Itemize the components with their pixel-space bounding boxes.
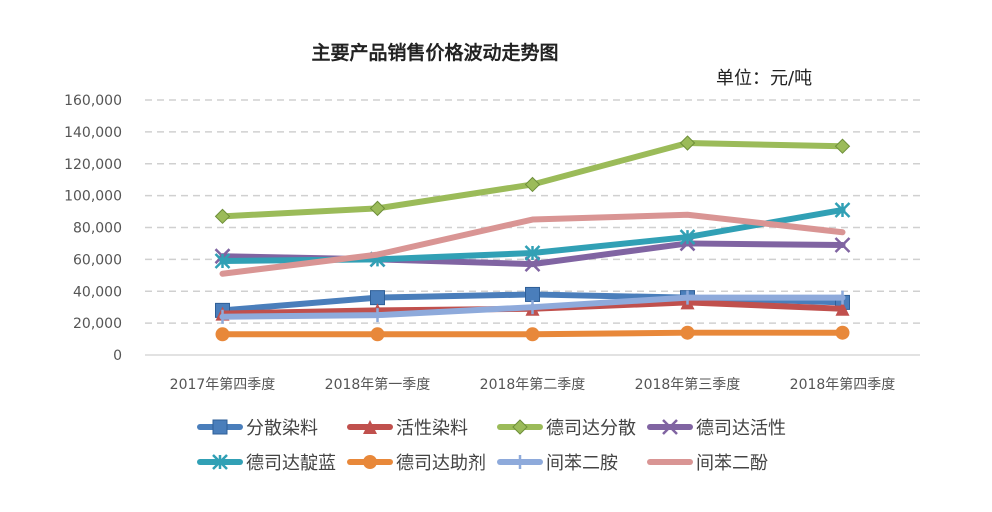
legend-label: 德司达活性 xyxy=(696,418,786,439)
data-point xyxy=(214,208,231,225)
unit-label: 单位：元/吨 xyxy=(716,68,813,89)
legend-label: 德司达助剂 xyxy=(396,453,486,474)
y-tick-label: 60,000 xyxy=(73,252,122,268)
legend-label: 德司达分散 xyxy=(546,418,636,439)
legend-marker xyxy=(363,455,377,469)
y-tick-label: 100,000 xyxy=(64,189,122,205)
x-tick-label: 2018年第二季度 xyxy=(480,376,586,393)
x-tick-label: 2018年第一季度 xyxy=(325,376,431,393)
legend-marker xyxy=(212,419,228,435)
data-point xyxy=(834,202,851,218)
legend-label: 间苯二胺 xyxy=(546,453,618,474)
data-point xyxy=(370,290,385,306)
data-point xyxy=(680,325,695,340)
x-tick-label: 2018年第四季度 xyxy=(790,376,896,393)
data-point xyxy=(369,200,386,217)
y-tick-label: 0 xyxy=(113,348,122,364)
legend-marker xyxy=(512,419,528,435)
x-tick-label: 2017年第四季度 xyxy=(170,376,276,393)
series-line-8 xyxy=(219,211,846,277)
y-tick-label: 40,000 xyxy=(73,284,122,300)
legend-marker xyxy=(662,419,678,435)
y-tick-label: 120,000 xyxy=(64,157,122,173)
legend-marker xyxy=(363,420,377,434)
data-point xyxy=(525,286,540,302)
y-tick-label: 140,000 xyxy=(64,125,122,141)
data-point xyxy=(835,325,850,340)
data-point xyxy=(679,229,696,245)
legend-marker xyxy=(212,454,228,470)
data-point xyxy=(525,327,540,342)
y-tick-label: 80,000 xyxy=(73,221,122,237)
data-point xyxy=(834,237,851,253)
data-point xyxy=(834,138,851,154)
legend-label: 分散染料 xyxy=(246,418,318,439)
data-point xyxy=(214,253,231,269)
data-point xyxy=(524,245,541,261)
legend-label: 德司达靛蓝 xyxy=(246,453,336,474)
data-point xyxy=(524,176,541,193)
y-tick-label: 160,000 xyxy=(64,93,122,109)
legend-label: 间苯二酚 xyxy=(696,453,768,474)
data-point xyxy=(370,327,385,342)
data-point xyxy=(679,135,696,151)
data-point xyxy=(215,327,230,342)
data-point xyxy=(524,256,541,273)
chart-title: 主要产品销售价格波动走势图 xyxy=(311,42,559,64)
y-tick-label: 20,000 xyxy=(73,316,122,332)
legend-label: 活性染料 xyxy=(396,418,468,439)
data-point xyxy=(835,301,850,316)
x-tick-label: 2018年第三季度 xyxy=(635,376,741,393)
